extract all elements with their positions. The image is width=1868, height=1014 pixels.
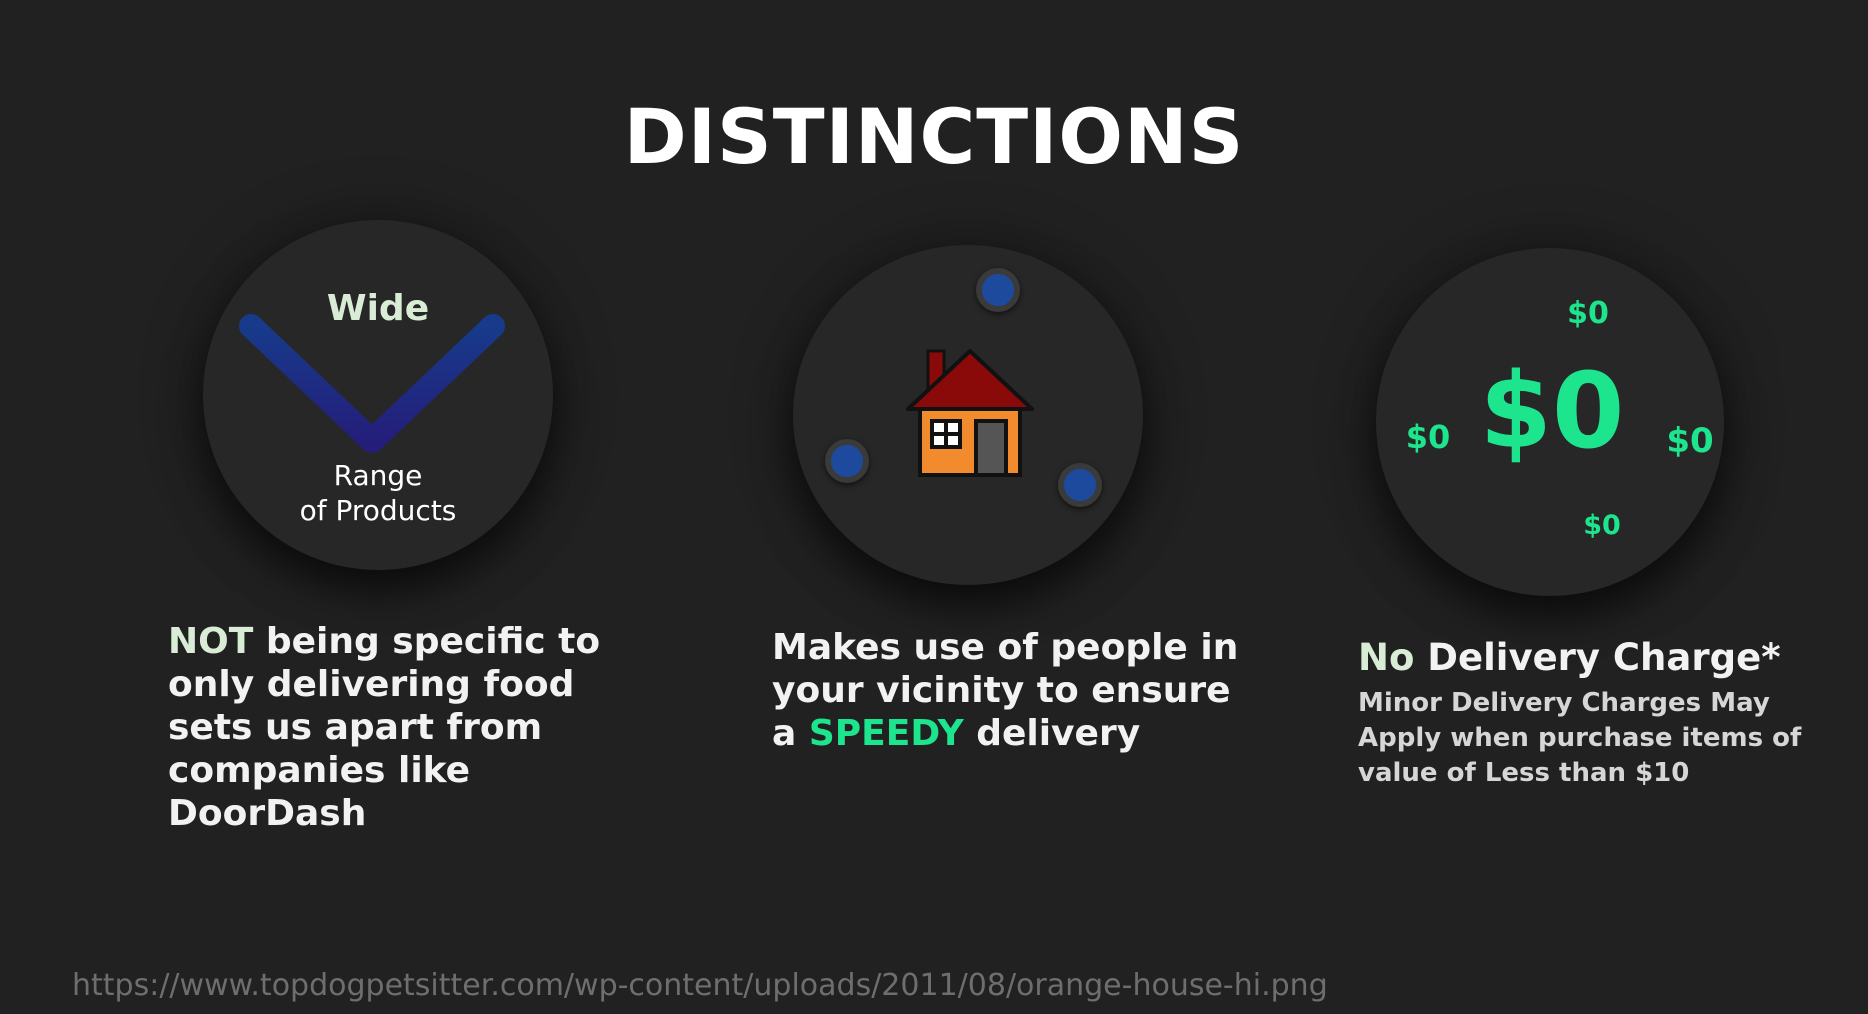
house-icon bbox=[906, 349, 1034, 477]
zero-small-left: $0 bbox=[1405, 418, 1451, 456]
range-circle: Wide Range of Products bbox=[203, 220, 553, 570]
delivery-heading: No Delivery Charge* bbox=[1358, 636, 1781, 679]
range-label: Range of Products bbox=[203, 458, 553, 528]
zero-small-top: $0 bbox=[1567, 296, 1609, 331]
zero-big: $0 bbox=[1479, 350, 1625, 472]
person-dot-top bbox=[976, 268, 1020, 312]
range-caption-text: being specific to only delivering food s… bbox=[168, 621, 601, 834]
slide-title: DISTINCTIONS bbox=[623, 92, 1245, 181]
range-caption-highlight: NOT bbox=[168, 621, 254, 662]
vicinity-caption-highlight: SPEEDY bbox=[808, 713, 964, 754]
person-dot-left bbox=[825, 439, 869, 483]
zero-small-bottom: $0 bbox=[1583, 510, 1621, 541]
delivery-circle: $0 $0 $0 $0 $0 bbox=[1376, 248, 1724, 596]
range-label-line1: Range bbox=[333, 459, 423, 492]
person-dot-right bbox=[1058, 463, 1102, 507]
delivery-heading-text: Delivery Charge* bbox=[1414, 636, 1781, 679]
vicinity-caption-text1: Makes use of people in your vicinity to … bbox=[772, 627, 1239, 754]
wide-label: Wide bbox=[326, 288, 430, 329]
vicinity-caption: Makes use of people in your vicinity to … bbox=[772, 626, 1252, 755]
vicinity-caption-text2: delivery bbox=[963, 713, 1141, 754]
chevron-down-icon bbox=[239, 314, 505, 453]
vicinity-circle bbox=[793, 245, 1143, 585]
delivery-heading-highlight: No bbox=[1358, 636, 1415, 679]
source-url: https://www.topdogpetsitter.com/wp-conte… bbox=[72, 968, 1328, 1003]
zero-small-right: $0 bbox=[1666, 421, 1714, 461]
range-label-line2: of Products bbox=[299, 494, 457, 527]
delivery-subtext: Minor Delivery Charges May Apply when pu… bbox=[1358, 688, 1802, 788]
range-caption: NOT being specific to only delivering fo… bbox=[168, 620, 668, 835]
